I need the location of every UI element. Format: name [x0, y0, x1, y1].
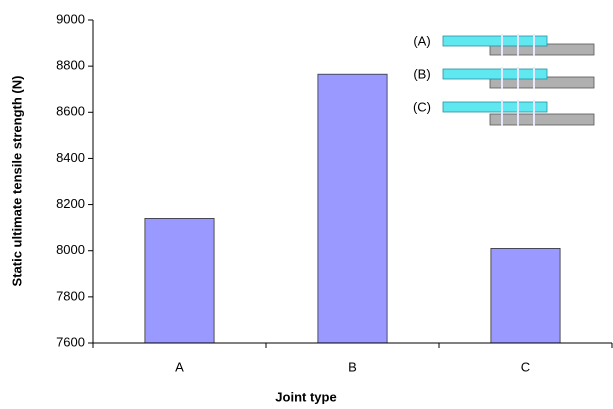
y-tick-label: 8200	[56, 196, 85, 211]
y-tick-label: 7600	[56, 334, 85, 349]
x-tick-label: C	[521, 359, 530, 374]
y-tick-label: 8400	[56, 150, 85, 165]
x-tick-label: A	[175, 359, 184, 374]
inset-diagram: (A) (B) (C)	[413, 33, 594, 126]
x-axis-title: Joint type	[275, 389, 336, 404]
plate	[443, 69, 547, 79]
inset-label: (A)	[413, 33, 430, 48]
inset-label: (B)	[413, 66, 430, 81]
chart: Static ultimate tensile strength (N) Joi…	[0, 0, 613, 409]
y-tick-label: 8600	[56, 104, 85, 119]
inset-label: (C)	[413, 99, 431, 114]
plate	[443, 102, 547, 112]
y-tick-label: 7800	[56, 288, 85, 303]
bar	[145, 218, 214, 343]
y-tick-label: 8800	[56, 58, 85, 73]
y-tick-label: 9000	[56, 11, 85, 26]
bar	[318, 74, 387, 343]
plate	[490, 114, 594, 125]
y-tick-label: 8000	[56, 242, 85, 257]
x-tick-label: B	[348, 359, 357, 374]
plate	[443, 36, 547, 46]
y-axis-title: Static ultimate tensile strength (N)	[9, 76, 24, 287]
bar	[491, 248, 560, 343]
